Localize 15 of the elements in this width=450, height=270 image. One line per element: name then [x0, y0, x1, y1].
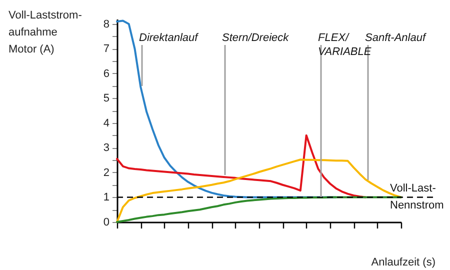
annotation: Sanft-Anlauf — [365, 32, 426, 44]
x-axis-title: Anlaufzeit (s) — [371, 256, 436, 268]
y-axis-title: Voll-Laststrom- aufnahme Motor (A) — [8, 10, 82, 56]
y-tick-label: 6 — [103, 68, 110, 80]
annotation: Stern/Dreieck — [222, 32, 290, 44]
y-tick-label: 5 — [103, 92, 110, 105]
y-tick-label: 8 — [103, 18, 110, 30]
y-tick-label: 2 — [103, 166, 110, 179]
y-tick-label: 0 — [103, 216, 110, 228]
y-tick-label: 7 — [103, 43, 110, 56]
annotation: Direktanlauf — [139, 32, 199, 44]
y-tick-label: 1 — [103, 192, 110, 204]
ref-line-label: Voll-Last- Nennstrom — [390, 182, 444, 212]
y-tick-label: 4 — [103, 117, 110, 130]
y-tick-label: 3 — [103, 142, 110, 154]
